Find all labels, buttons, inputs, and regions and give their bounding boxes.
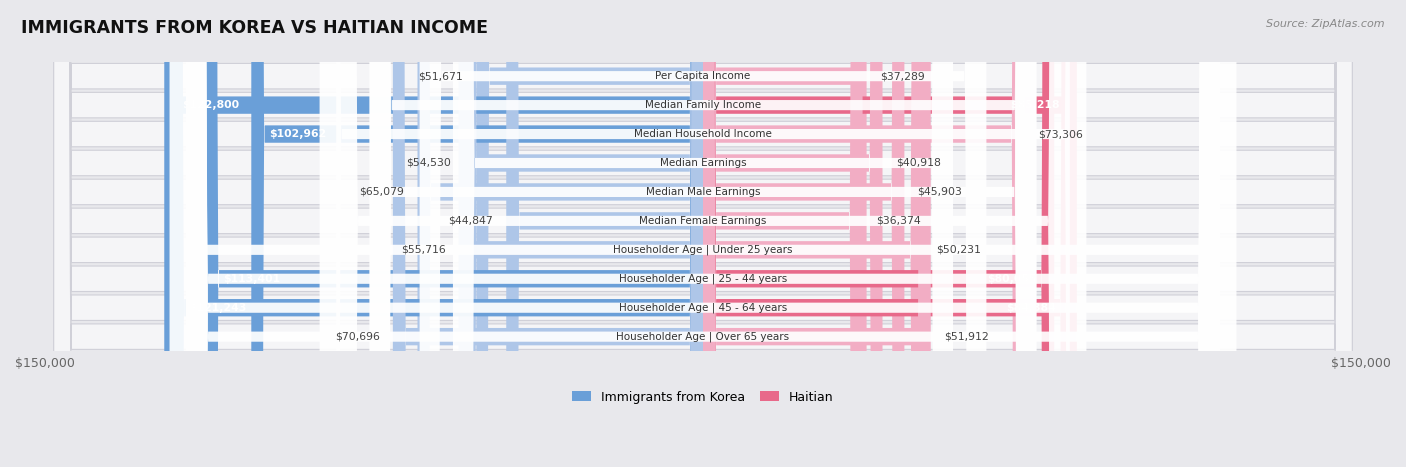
FancyBboxPatch shape bbox=[53, 0, 1353, 467]
Text: $55,716: $55,716 bbox=[401, 245, 446, 255]
Text: $36,374: $36,374 bbox=[876, 216, 921, 226]
FancyBboxPatch shape bbox=[319, 0, 1087, 467]
Text: $121,243: $121,243 bbox=[188, 303, 246, 313]
Text: $70,696: $70,696 bbox=[335, 332, 380, 342]
FancyBboxPatch shape bbox=[703, 0, 1077, 467]
FancyBboxPatch shape bbox=[370, 0, 1036, 467]
Text: Householder Age | 25 - 44 years: Householder Age | 25 - 44 years bbox=[619, 274, 787, 284]
FancyBboxPatch shape bbox=[205, 0, 703, 467]
FancyBboxPatch shape bbox=[336, 0, 1070, 467]
FancyBboxPatch shape bbox=[172, 0, 703, 467]
FancyBboxPatch shape bbox=[453, 0, 953, 467]
Text: IMMIGRANTS FROM KOREA VS HAITIAN INCOME: IMMIGRANTS FROM KOREA VS HAITIAN INCOME bbox=[21, 19, 488, 37]
Text: Median Male Earnings: Median Male Earnings bbox=[645, 187, 761, 197]
FancyBboxPatch shape bbox=[703, 0, 862, 467]
FancyBboxPatch shape bbox=[419, 0, 987, 467]
FancyBboxPatch shape bbox=[703, 0, 904, 467]
FancyBboxPatch shape bbox=[464, 0, 703, 467]
FancyBboxPatch shape bbox=[53, 0, 1353, 467]
Text: $102,962: $102,962 bbox=[269, 129, 326, 139]
FancyBboxPatch shape bbox=[392, 0, 703, 467]
Text: Source: ZipAtlas.com: Source: ZipAtlas.com bbox=[1267, 19, 1385, 28]
Text: $51,912: $51,912 bbox=[943, 332, 988, 342]
FancyBboxPatch shape bbox=[506, 0, 703, 467]
FancyBboxPatch shape bbox=[418, 0, 703, 467]
Text: $40,918: $40,918 bbox=[896, 158, 941, 168]
Text: $45,903: $45,903 bbox=[918, 187, 963, 197]
FancyBboxPatch shape bbox=[703, 0, 1025, 467]
FancyBboxPatch shape bbox=[703, 0, 931, 467]
FancyBboxPatch shape bbox=[458, 0, 703, 467]
FancyBboxPatch shape bbox=[186, 0, 1220, 467]
FancyBboxPatch shape bbox=[53, 0, 1353, 467]
Text: $122,800: $122,800 bbox=[181, 100, 239, 110]
Text: $65,079: $65,079 bbox=[360, 187, 405, 197]
FancyBboxPatch shape bbox=[53, 0, 1353, 467]
FancyBboxPatch shape bbox=[186, 0, 1220, 467]
Text: $80,055: $80,055 bbox=[987, 274, 1036, 284]
FancyBboxPatch shape bbox=[703, 0, 924, 467]
Text: Median Earnings: Median Earnings bbox=[659, 158, 747, 168]
FancyBboxPatch shape bbox=[53, 0, 1353, 467]
FancyBboxPatch shape bbox=[703, 0, 1054, 467]
FancyBboxPatch shape bbox=[170, 0, 1236, 467]
Text: $113,401: $113,401 bbox=[224, 274, 280, 284]
Text: $54,530: $54,530 bbox=[406, 158, 450, 168]
FancyBboxPatch shape bbox=[186, 0, 1220, 467]
Text: Median Female Earnings: Median Female Earnings bbox=[640, 216, 766, 226]
Text: $50,231: $50,231 bbox=[936, 245, 981, 255]
Text: $44,847: $44,847 bbox=[449, 216, 494, 226]
FancyBboxPatch shape bbox=[53, 0, 1353, 467]
Text: Per Capita Income: Per Capita Income bbox=[655, 71, 751, 81]
FancyBboxPatch shape bbox=[53, 0, 1353, 467]
FancyBboxPatch shape bbox=[703, 0, 883, 467]
Text: $85,218: $85,218 bbox=[1010, 100, 1059, 110]
FancyBboxPatch shape bbox=[370, 0, 1036, 467]
FancyBboxPatch shape bbox=[703, 0, 1073, 467]
FancyBboxPatch shape bbox=[53, 0, 1353, 467]
FancyBboxPatch shape bbox=[165, 0, 703, 467]
FancyBboxPatch shape bbox=[703, 0, 866, 467]
Text: $51,671: $51,671 bbox=[419, 71, 463, 81]
Legend: Immigrants from Korea, Haitian: Immigrants from Korea, Haitian bbox=[568, 386, 838, 409]
FancyBboxPatch shape bbox=[252, 0, 703, 467]
Text: Householder Age | Over 65 years: Householder Age | Over 65 years bbox=[616, 332, 790, 342]
Text: $37,289: $37,289 bbox=[880, 71, 925, 81]
FancyBboxPatch shape bbox=[53, 0, 1353, 467]
FancyBboxPatch shape bbox=[53, 0, 1353, 467]
Text: $73,306: $73,306 bbox=[1038, 129, 1083, 139]
Text: Householder Age | 45 - 64 years: Householder Age | 45 - 64 years bbox=[619, 303, 787, 313]
FancyBboxPatch shape bbox=[477, 0, 703, 467]
Text: $84,384: $84,384 bbox=[1005, 303, 1056, 313]
Text: Median Family Income: Median Family Income bbox=[645, 100, 761, 110]
Text: Median Household Income: Median Household Income bbox=[634, 129, 772, 139]
Text: Householder Age | Under 25 years: Householder Age | Under 25 years bbox=[613, 245, 793, 255]
